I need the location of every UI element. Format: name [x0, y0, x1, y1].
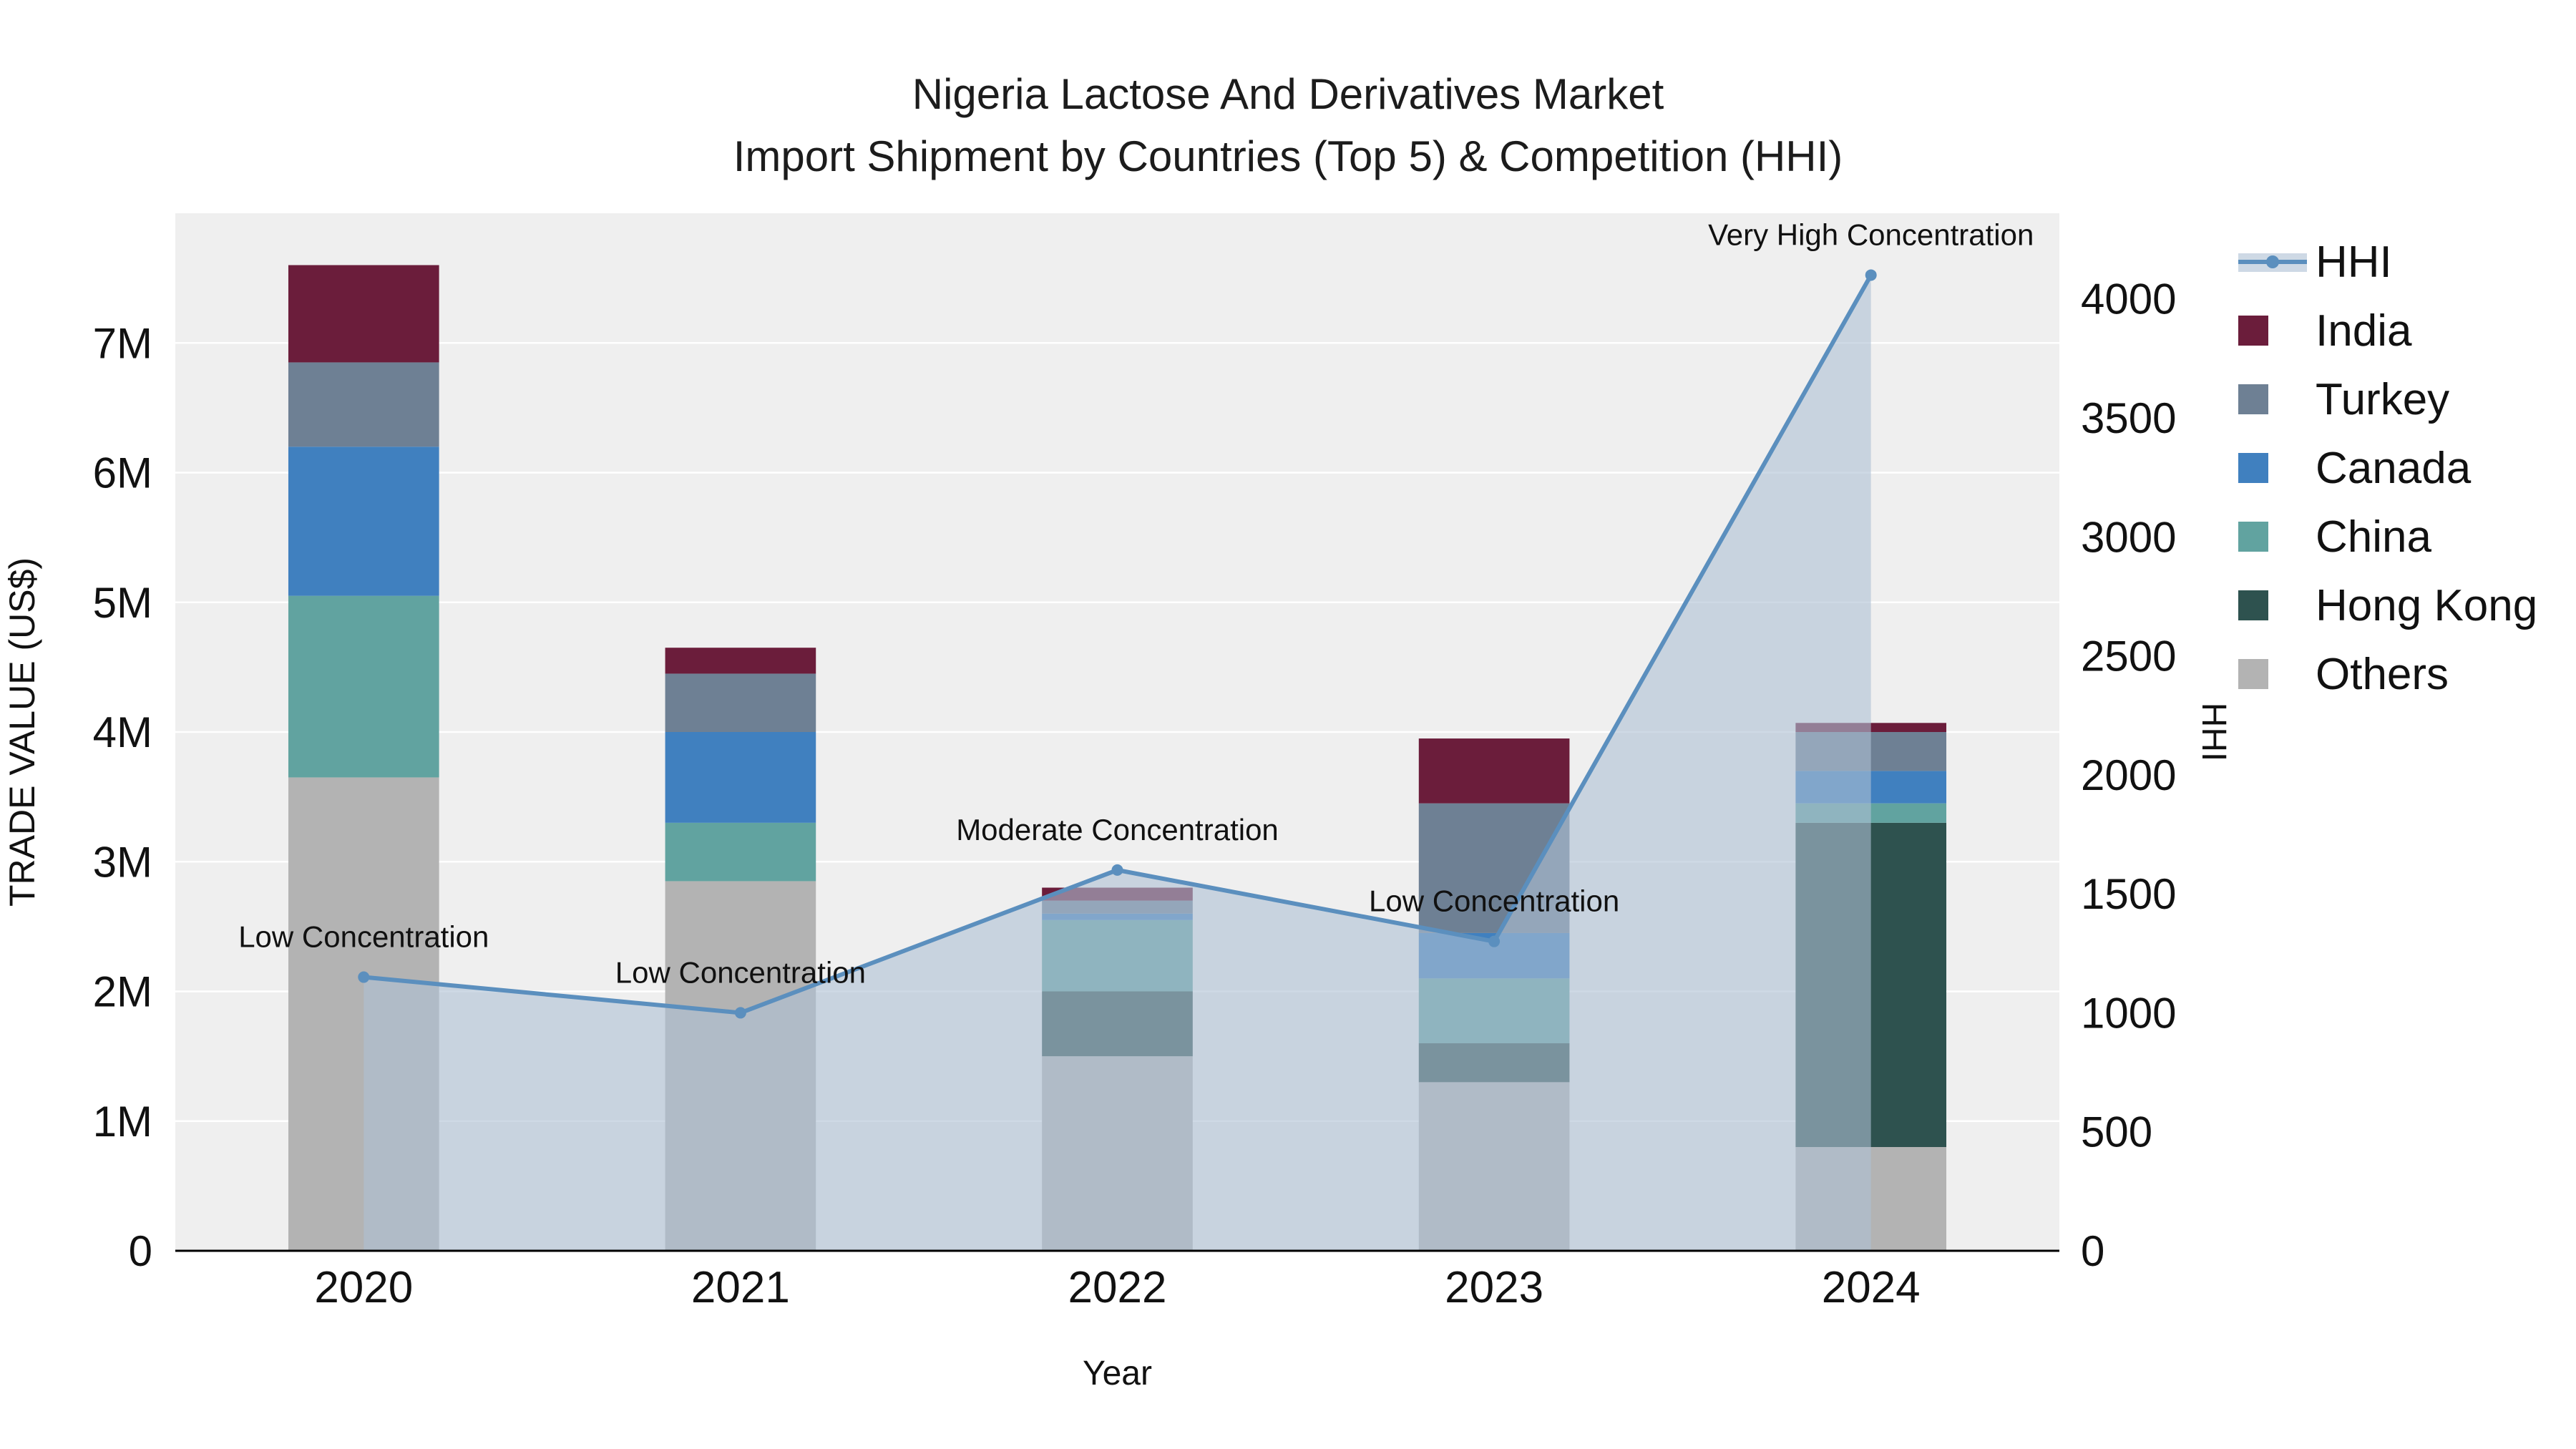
x-tick-label-2022: 2022 — [1068, 1263, 1167, 1312]
chart-title-block: Nigeria Lactose And Derivatives Market I… — [0, 63, 2576, 187]
x-tick-label-2020: 2020 — [314, 1263, 413, 1312]
hhi-point-2024[interactable] — [1865, 269, 1877, 281]
chart-subtitle: Import Shipment by Countries (Top 5) & C… — [733, 132, 1843, 180]
legend-item-hong-kong[interactable]: Hong Kong — [2238, 580, 2537, 631]
legend-swatch-cell — [2238, 522, 2307, 552]
y-right-tick-label: 2000 — [2081, 751, 2176, 799]
legend-swatch-cell — [2238, 659, 2307, 689]
y-left-tick-label: 0 — [129, 1227, 152, 1275]
legend-label-china: China — [2316, 512, 2431, 562]
x-axis-title: Year — [1083, 1355, 1152, 1392]
y-left-tick-label: 1M — [93, 1098, 152, 1146]
legend-swatch-china-icon — [2238, 522, 2268, 552]
bar-segment-canada-2021[interactable] — [665, 732, 816, 823]
legend-label-canada: Canada — [2316, 443, 2472, 493]
legend-item-hhi[interactable]: HHI — [2238, 236, 2537, 288]
legend-item-turkey[interactable]: Turkey — [2238, 374, 2537, 425]
y-left-tick-label: 5M — [93, 579, 152, 627]
hhi-point-2021[interactable] — [734, 1007, 746, 1019]
y-right-tick-label: 3500 — [2081, 394, 2176, 442]
y-right-tick-label: 1500 — [2081, 870, 2176, 918]
chart-title: Nigeria Lactose And Derivatives Market — [912, 70, 1664, 118]
hhi-point-2020[interactable] — [358, 971, 370, 983]
x-tick-label-2024: 2024 — [1822, 1263, 1921, 1312]
y-left-tick-label: 7M — [93, 319, 152, 367]
legend-label-hhi: HHI — [2316, 237, 2392, 287]
y-right-tick-label: 1000 — [2081, 989, 2176, 1037]
y-right-tick-label: 0 — [2081, 1227, 2104, 1275]
y-left-tick-label: 3M — [93, 838, 152, 886]
legend-label-turkey: Turkey — [2316, 374, 2450, 424]
legend-label-others: Others — [2316, 649, 2449, 699]
annotation-2021: Low Concentration — [615, 955, 866, 989]
legend-swatch-india-icon — [2238, 316, 2268, 346]
bar-segment-turkey-2020[interactable] — [288, 362, 439, 447]
annotation-2022: Moderate Concentration — [956, 813, 1279, 847]
hhi-point-2023[interactable] — [1488, 935, 1501, 947]
annotation-2023: Low Concentration — [1369, 884, 1619, 918]
bar-segment-china-2021[interactable] — [665, 822, 816, 882]
legend-swatch-cell — [2238, 316, 2307, 346]
y-right-tick-label: 4000 — [2081, 275, 2176, 323]
y-left-tick-label: 6M — [93, 449, 152, 497]
bar-segment-india-2020[interactable] — [288, 265, 439, 363]
legend-swatch-turkey-icon — [2238, 384, 2268, 414]
legend-item-india[interactable]: India — [2238, 305, 2537, 356]
x-tick-label-2021: 2021 — [691, 1263, 790, 1312]
legend-label-india: India — [2316, 306, 2412, 356]
bar-segment-canada-2020[interactable] — [288, 447, 439, 596]
legend-swatch-cell — [2238, 590, 2307, 620]
hhi-point-2022[interactable] — [1111, 864, 1123, 876]
legend-item-canada[interactable]: Canada — [2238, 442, 2537, 494]
legend: HHI India Turkey Canada China Hong Kong Others — [2238, 236, 2537, 700]
legend-swatch-hong-kong-icon — [2238, 590, 2268, 620]
bar-segment-india-2023[interactable] — [1418, 738, 1570, 804]
legend-swatch-cell — [2238, 246, 2307, 278]
legend-item-china[interactable]: China — [2238, 511, 2537, 562]
y-right-axis-title: HHI — [2195, 703, 2233, 762]
legend-swatch-canada-icon — [2238, 453, 2268, 483]
legend-swatch-cell — [2238, 453, 2307, 483]
y-left-tick-label: 4M — [93, 708, 152, 756]
hhi-line-swatch-icon — [2238, 253, 2307, 272]
legend-swatch-cell — [2238, 384, 2307, 414]
x-tick-label-2023: 2023 — [1445, 1263, 1543, 1312]
y-right-tick-label: 3000 — [2081, 513, 2176, 561]
y-right-tick-label: 500 — [2081, 1108, 2152, 1156]
hhi-area-fill — [364, 275, 1871, 1251]
bar-segment-india-2021[interactable] — [665, 648, 816, 674]
y-left-tick-label: 2M — [93, 968, 152, 1016]
y-right-tick-label: 2500 — [2081, 633, 2176, 680]
annotation-2024: Very High Concentration — [1708, 218, 2034, 251]
legend-swatch-others-icon — [2238, 659, 2268, 689]
bar-segment-china-2020[interactable] — [288, 595, 439, 778]
y-left-axis-title: TRADE VALUE (US$) — [2, 557, 42, 907]
legend-item-others[interactable]: Others — [2238, 648, 2537, 700]
annotation-2020: Low Concentration — [238, 920, 489, 954]
legend-label-hong-kong: Hong Kong — [2316, 580, 2538, 630]
bar-segment-turkey-2021[interactable] — [665, 673, 816, 732]
